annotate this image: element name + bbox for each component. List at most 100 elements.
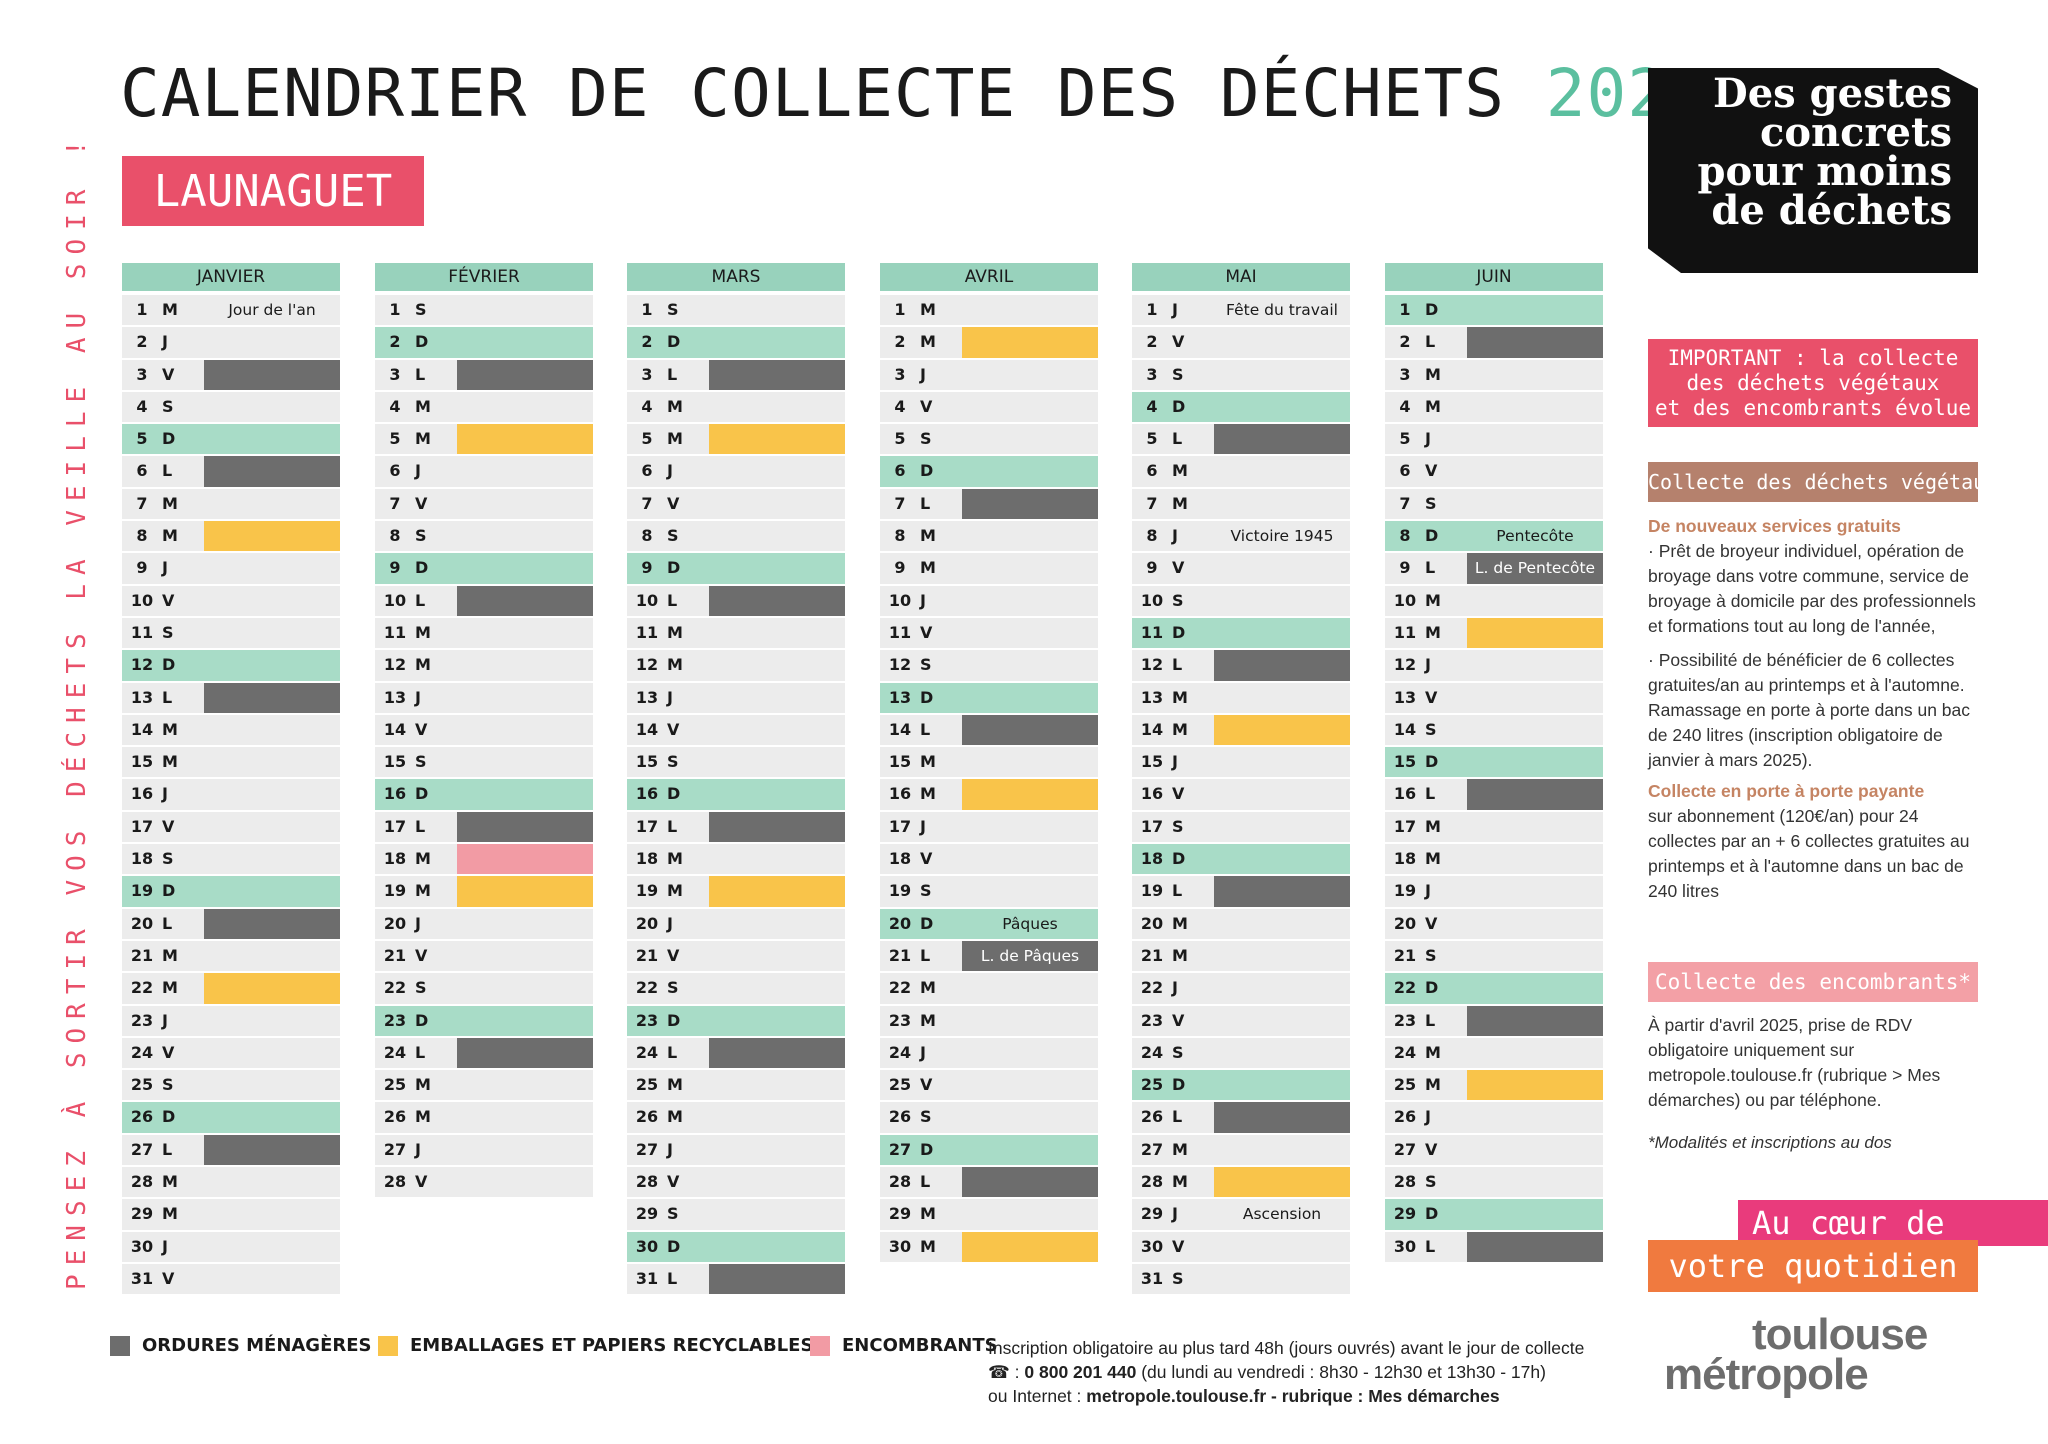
day-row: 11 S [122, 617, 340, 651]
day-number: 7 [375, 488, 415, 520]
day-number: 11 [375, 617, 415, 649]
weekday-letter: M [667, 617, 709, 649]
day-row: 16 M [880, 779, 1098, 812]
day-cell [709, 908, 845, 939]
weekday-letter: D [1425, 747, 1467, 778]
day-number: 6 [1385, 456, 1425, 487]
day-number: 5 [375, 424, 415, 455]
weekday-letter: J [920, 359, 962, 390]
day-cell [204, 1070, 340, 1101]
weekday-letter: M [667, 424, 709, 455]
day-number: 1 [1385, 295, 1425, 326]
weekday-letter: M [1172, 1167, 1214, 1198]
day-row: 19 D [122, 876, 340, 909]
day-number: 4 [1132, 391, 1172, 423]
weekday-letter: S [920, 424, 962, 455]
day-row: 18 M [627, 844, 845, 877]
day-cell [457, 682, 593, 713]
weekday-letter: J [667, 456, 709, 487]
day-number: 7 [122, 488, 162, 520]
day-row: 21 M [122, 940, 340, 974]
weekday-letter: L [162, 908, 204, 939]
internet-link[interactable]: metropole.toulouse.fr - rubrique : Mes d… [1086, 1386, 1500, 1406]
day-cell [709, 1102, 845, 1133]
weekday-letter: M [1425, 617, 1467, 649]
day-number: 5 [122, 424, 162, 455]
day-number: 31 [122, 1263, 162, 1295]
weekday-letter: J [162, 779, 204, 810]
day-number: 14 [1385, 714, 1425, 746]
day-cell [1467, 747, 1603, 778]
day-number: 24 [627, 1037, 667, 1069]
day-number: 9 [627, 553, 667, 584]
day-cell [1214, 1263, 1350, 1295]
day-row: 13 J [375, 682, 593, 715]
weekday-letter: J [1425, 876, 1467, 907]
day-cell [1214, 844, 1350, 875]
day-number: 19 [375, 876, 415, 907]
day-row: 24 J [880, 1037, 1098, 1071]
day-cell [1214, 779, 1350, 810]
day-number: 6 [627, 456, 667, 487]
day-row: 11 M [627, 617, 845, 651]
day-row: 16 D [375, 779, 593, 812]
weekday-letter: J [415, 1134, 457, 1166]
day-row: 28 L [880, 1167, 1098, 1200]
day-cell [709, 650, 845, 681]
day-row: 28 M [1132, 1167, 1350, 1200]
day-cell [962, 553, 1098, 584]
weekday-letter: M [1172, 456, 1214, 487]
day-number: 27 [1385, 1134, 1425, 1166]
day-cell [709, 844, 845, 875]
day-number: 15 [375, 747, 415, 778]
weekday-letter: J [667, 1134, 709, 1166]
day-number: 28 [1132, 1167, 1172, 1198]
weekday-letter: S [920, 876, 962, 907]
day-row: 13 L [122, 682, 340, 715]
emballages-collection-cell [962, 327, 1098, 358]
day-number: 18 [1385, 844, 1425, 875]
day-cell [709, 553, 845, 584]
day-row: 25 M [1385, 1070, 1603, 1103]
day-cell [457, 714, 593, 746]
day-row: 17 L [627, 811, 845, 845]
day-cell [1467, 908, 1603, 939]
day-number: 15 [1385, 747, 1425, 778]
weekday-letter: D [1425, 521, 1467, 552]
day-number: 22 [1132, 973, 1172, 1004]
day-number: 9 [122, 553, 162, 584]
weekday-letter: J [415, 682, 457, 713]
day-number: 24 [122, 1037, 162, 1069]
day-number: 24 [375, 1037, 415, 1069]
day-cell [204, 1263, 340, 1295]
weekday-letter: M [162, 747, 204, 778]
ordures-collection-cell [709, 811, 845, 843]
day-number: 11 [880, 617, 920, 649]
day-cell [962, 844, 1098, 875]
day-cell [962, 424, 1098, 455]
day-row: 30 J [122, 1231, 340, 1264]
weekday-letter: L [1425, 1005, 1467, 1036]
day-row: 17 M [1385, 811, 1603, 845]
day-number: 2 [375, 327, 415, 358]
weekday-letter: M [667, 844, 709, 875]
day-row: 24 L [375, 1037, 593, 1071]
weekday-letter: V [667, 940, 709, 972]
weekday-letter: V [1172, 1005, 1214, 1036]
weekday-letter: J [1172, 1199, 1214, 1230]
day-cell [962, 295, 1098, 326]
day-number: 13 [1385, 682, 1425, 713]
day-number: 20 [627, 908, 667, 939]
day-number: 24 [1385, 1037, 1425, 1069]
weekday-letter: M [920, 973, 962, 1004]
day-number: 8 [1385, 521, 1425, 552]
day-row: 31 L [627, 1263, 845, 1297]
weekday-letter: L [667, 1263, 709, 1295]
weekday-letter: S [667, 1199, 709, 1230]
weekday-letter: D [667, 1005, 709, 1036]
day-cell [1467, 1199, 1603, 1230]
